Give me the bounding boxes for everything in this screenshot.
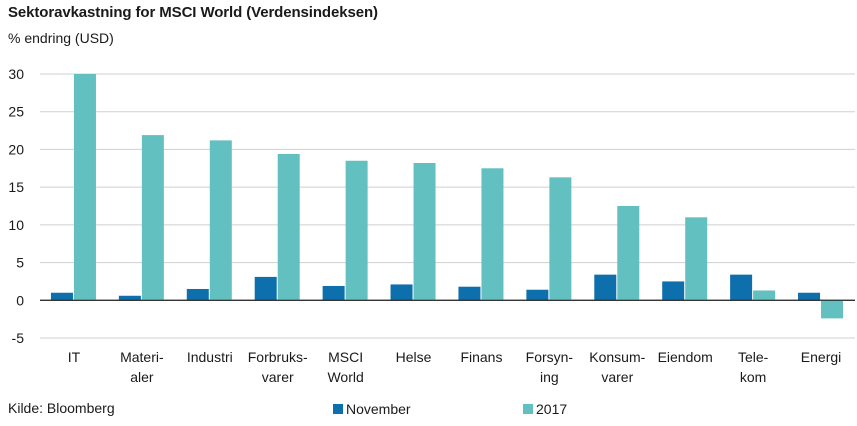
x-tick-label: Forbruks- — [248, 349, 308, 365]
x-tick-label: World — [327, 369, 363, 385]
bar-november — [254, 276, 277, 301]
bar-2017 — [753, 290, 776, 301]
x-tick-label: varer — [262, 369, 294, 385]
bar-november — [186, 288, 209, 301]
x-tick-label: Konsum- — [589, 349, 645, 365]
y-axis-label: % endring (USD) — [8, 30, 114, 46]
y-tick-label: 25 — [8, 104, 24, 120]
bar-november — [730, 274, 753, 301]
bar-2017 — [481, 168, 504, 301]
bar-november — [662, 281, 685, 301]
bar-november — [458, 286, 481, 301]
x-tick-label: Helse — [396, 349, 432, 365]
bar-november — [526, 289, 549, 301]
x-tick-label: ing — [540, 369, 559, 385]
legend-swatch-november — [333, 404, 343, 414]
x-tick-label: MSCI — [328, 349, 363, 365]
bar-2017 — [549, 177, 572, 301]
y-tick-label: 20 — [8, 141, 24, 157]
x-tick-label: Tele- — [738, 349, 769, 365]
y-tick-label: 15 — [8, 179, 24, 195]
legend-swatch-2017 — [523, 404, 533, 414]
y-tick-label: 5 — [16, 255, 24, 271]
bar-2017 — [73, 74, 96, 301]
legend-item-november: November — [333, 401, 411, 417]
bar-november — [118, 295, 141, 301]
bar-november — [390, 284, 413, 301]
x-tick-label: kom — [740, 369, 766, 385]
bar-2017 — [413, 163, 436, 301]
bar-november — [798, 292, 821, 301]
y-tick-label: 30 — [8, 66, 24, 82]
chart-title: Sektoravkastning for MSCI World (Verdens… — [8, 4, 378, 21]
bar-november — [50, 292, 73, 301]
bar-2017 — [277, 153, 300, 301]
bar-2017 — [141, 135, 164, 301]
legend-label-2017: 2017 — [536, 401, 568, 417]
bar-2017 — [821, 300, 844, 319]
x-tick-label: Forsyn- — [526, 349, 574, 365]
x-tick-label: Eiendom — [658, 349, 713, 365]
x-tick-label: Industri — [187, 349, 233, 365]
x-tick-label: aler — [130, 369, 154, 385]
bar-2017 — [617, 206, 640, 301]
bar-november — [322, 285, 345, 301]
bar-november — [594, 274, 617, 301]
bar-2017 — [345, 160, 368, 301]
x-tick-label: IT — [68, 349, 81, 365]
bar-2017 — [685, 217, 708, 301]
y-tick-label: 10 — [8, 217, 24, 233]
bar-2017 — [209, 140, 232, 301]
x-tick-label: Energi — [801, 349, 841, 365]
x-tick-label: Finans — [460, 349, 502, 365]
legend-item-2017: 2017 — [523, 401, 567, 417]
legend-label-november: November — [346, 401, 411, 417]
x-tick-label: varer — [601, 369, 633, 385]
x-tick-label: Materi- — [120, 349, 164, 365]
y-tick-label: 0 — [16, 292, 24, 308]
y-tick-label: -5 — [12, 330, 25, 346]
source-note: Kilde: Bloomberg — [8, 400, 115, 416]
